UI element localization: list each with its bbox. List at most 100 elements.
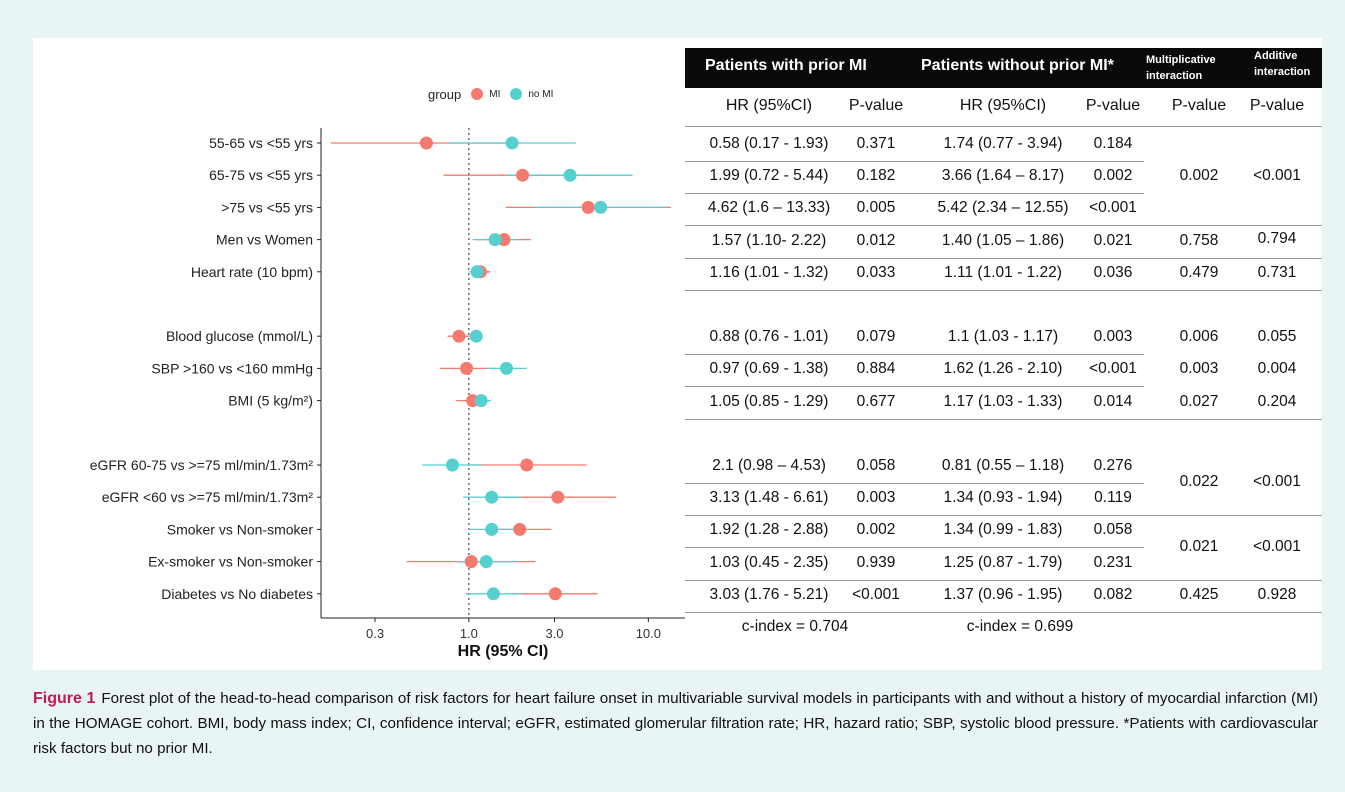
hr-noprior-cell: 1.37 (0.96 - 1.95) [943,585,1063,603]
p-noprior-cell: 0.036 [1093,263,1133,281]
group-rule [685,418,1322,420]
p-prior-cell: 0.012 [856,231,896,249]
mult-interaction-cell: 0.003 [1179,360,1219,378]
x-tick-label: 10.0 [636,626,661,641]
row-label: Heart rate (10 bpm) [191,264,313,280]
nomi-point [488,233,502,247]
hr-prior-cell: 0.58 (0.17 - 1.93) [709,135,829,152]
nomi-point [469,329,483,343]
add-interaction-cell: <0.001 [1253,537,1301,555]
add-interaction-cell: 0.055 [1257,328,1297,346]
results-table: Patients with prior MI Patients without … [685,48,1322,648]
p-noprior-cell: 0.082 [1093,585,1133,603]
p-prior-cell: 0.371 [856,135,896,152]
header-rule [685,126,1322,127]
p-prior-cell: 0.182 [856,167,896,185]
row-label: Ex-smoker vs Non-smoker [148,554,313,570]
nomi-point [479,555,493,569]
row-rule [685,483,1144,484]
hr-noprior-cell: 1.74 (0.77 - 3.94) [943,135,1063,152]
subheader-hr-noprior: HR (95%CI) [959,97,1047,114]
p-prior-cell: 0.003 [856,489,896,507]
mult-interaction-cell: 0.425 [1179,585,1219,603]
cindex-noprior: c-index = 0.699 [966,618,1074,635]
p-noprior-cell: <0.001 [1089,199,1137,217]
nomi-point [445,458,459,472]
p-noprior-cell: 0.058 [1093,521,1133,539]
nomi-point [499,361,513,375]
nomi-point [474,394,488,408]
mult-interaction-cell: 0.006 [1179,328,1219,346]
row-label: 65-75 vs <55 yrs [209,167,313,183]
header-mult-line1: Multiplicative [1146,54,1216,66]
row-label: Blood glucose (mmol/L) [166,328,313,344]
hr-noprior-cell: 1.34 (0.99 - 1.83) [943,521,1063,539]
mi-point [497,233,511,247]
legend-mi-label: MI [489,88,501,100]
mult-interaction-cell: 0.022 [1179,473,1219,491]
hr-noprior-cell: 5.42 (2.34 – 12.55) [937,199,1069,217]
p-noprior-cell: 0.002 [1093,167,1133,185]
hr-prior-cell: 1.99 (0.72 - 5.44) [709,167,829,185]
add-interaction-cell: 0.731 [1257,263,1297,281]
row-rule [685,193,1144,195]
row-rule [685,161,1144,162]
hr-prior-cell: 1.03 (0.45 - 2.35) [709,553,829,571]
group-rule [685,289,1322,291]
row-label: 55-65 vs <55 yrs [209,135,313,151]
add-interaction-cell: <0.001 [1253,167,1301,185]
mult-interaction-cell: 0.002 [1179,167,1219,185]
mi-point [464,555,478,569]
hr-noprior-cell: 1.25 (0.87 - 1.79) [943,553,1063,571]
p-noprior-cell: <0.001 [1089,360,1137,378]
group-rule [685,257,1322,259]
p-noprior-cell: 0.014 [1093,392,1133,410]
header-prior-mi: Patients with prior MI [705,57,867,74]
group-rule [685,515,1322,517]
p-noprior-cell: 0.184 [1093,135,1133,152]
hr-prior-cell: 0.97 (0.69 - 1.38) [709,360,829,378]
mult-interaction-cell: 0.758 [1179,231,1219,249]
legend-mi-swatch [471,88,484,100]
add-interaction-cell: 0.794 [1257,229,1297,247]
row-label: BMI (5 kg/m²) [228,393,313,409]
x-tick-label: 3.0 [545,626,563,641]
add-interaction-cell: <0.001 [1253,473,1301,491]
mi-point [513,522,527,536]
p-prior-cell: 0.002 [856,521,896,539]
header-add-line1: Additive [1254,50,1298,62]
mi-point [419,136,433,150]
row-label: SBP >160 vs <160 mmHg [151,360,313,376]
legend-nomi-label: no MI [528,88,554,100]
hr-prior-cell: 0.88 (0.76 - 1.01) [709,328,829,346]
subheader-p-noprior: P-value [1085,97,1141,114]
forest-plot: 0.3 1.0 3.0 10.0 HR (95% CI) 55-65 vs <55 yrs… [90,128,685,660]
group-rule [685,611,1322,613]
hr-noprior-cell: 1.17 (1.03 - 1.33) [943,392,1063,410]
nomi-point [594,200,608,214]
hr-noprior-cell: 1.11 (1.01 - 1.22) [944,263,1062,281]
row-label: >75 vs <55 yrs [221,199,313,215]
group-rule [685,579,1322,581]
hr-prior-cell: 3.13 (1.48 - 6.61) [709,489,829,507]
p-noprior-cell: 0.003 [1093,328,1133,346]
p-noprior-cell: 0.021 [1093,231,1133,249]
cindex-prior: c-index = 0.704 [741,618,849,635]
nomi-point [486,587,500,601]
nomi-point [470,265,484,279]
hr-noprior-cell: 1.62 (1.26 - 2.10) [943,360,1063,378]
p-prior-cell: 0.884 [856,360,896,378]
hr-prior-cell: 1.05 (0.85 - 1.29) [709,392,829,410]
x-axis-label: HR (95% CI) [458,643,549,660]
p-noprior-cell: 0.119 [1094,489,1132,507]
figure-caption: Figure 1 Forest plot of the head-to-head … [33,686,1318,761]
mi-point [548,587,562,601]
hr-prior-cell: 1.16 (1.01 - 1.32) [709,263,829,281]
row-label: Men vs Women [216,232,313,248]
hr-noprior-cell: 1.34 (0.93 - 1.94) [943,489,1063,507]
figure-panel: 0.3 1.0 3.0 10.0 HR (95% CI) 55-65 vs <55 yrs… [33,38,1322,670]
row-label: eGFR <60 vs >=75 ml/min/1.73m² [102,489,314,505]
p-prior-cell: 0.005 [856,199,896,217]
nomi-point [563,168,577,182]
mult-interaction-cell: 0.021 [1179,537,1219,555]
